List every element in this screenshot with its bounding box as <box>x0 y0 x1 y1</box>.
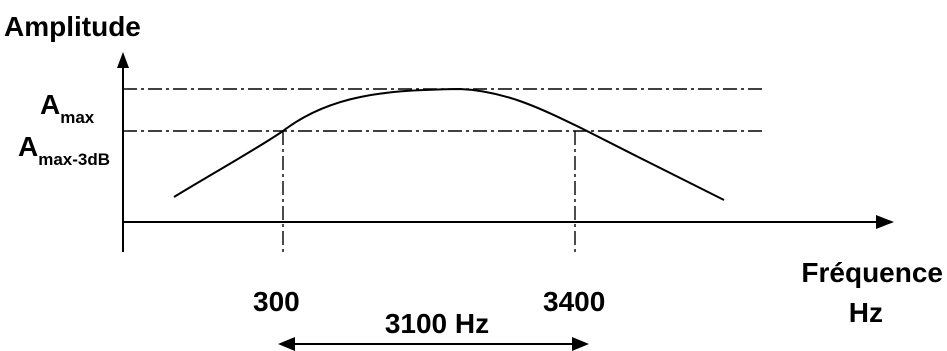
x-axis-arrowhead <box>876 215 894 229</box>
x-axis-label-line1: Fréquence <box>801 257 943 288</box>
bandwidth-arrowhead-left <box>278 337 295 351</box>
freq-low-label: 300 <box>253 286 300 317</box>
a-max-label: Amax <box>40 89 95 127</box>
response-curve <box>173 87 725 201</box>
y-axis-arrowhead <box>117 52 129 68</box>
y-axis-label: Amplitude <box>4 11 141 42</box>
bandwidth-label: 3100 Hz <box>385 308 489 339</box>
a-max-3db-label: Amax-3dB <box>18 131 110 169</box>
x-axis-label-line2: Hz <box>849 297 883 328</box>
bandwidth-arrowhead-right <box>572 337 589 351</box>
freq-high-label: 3400 <box>543 286 605 317</box>
